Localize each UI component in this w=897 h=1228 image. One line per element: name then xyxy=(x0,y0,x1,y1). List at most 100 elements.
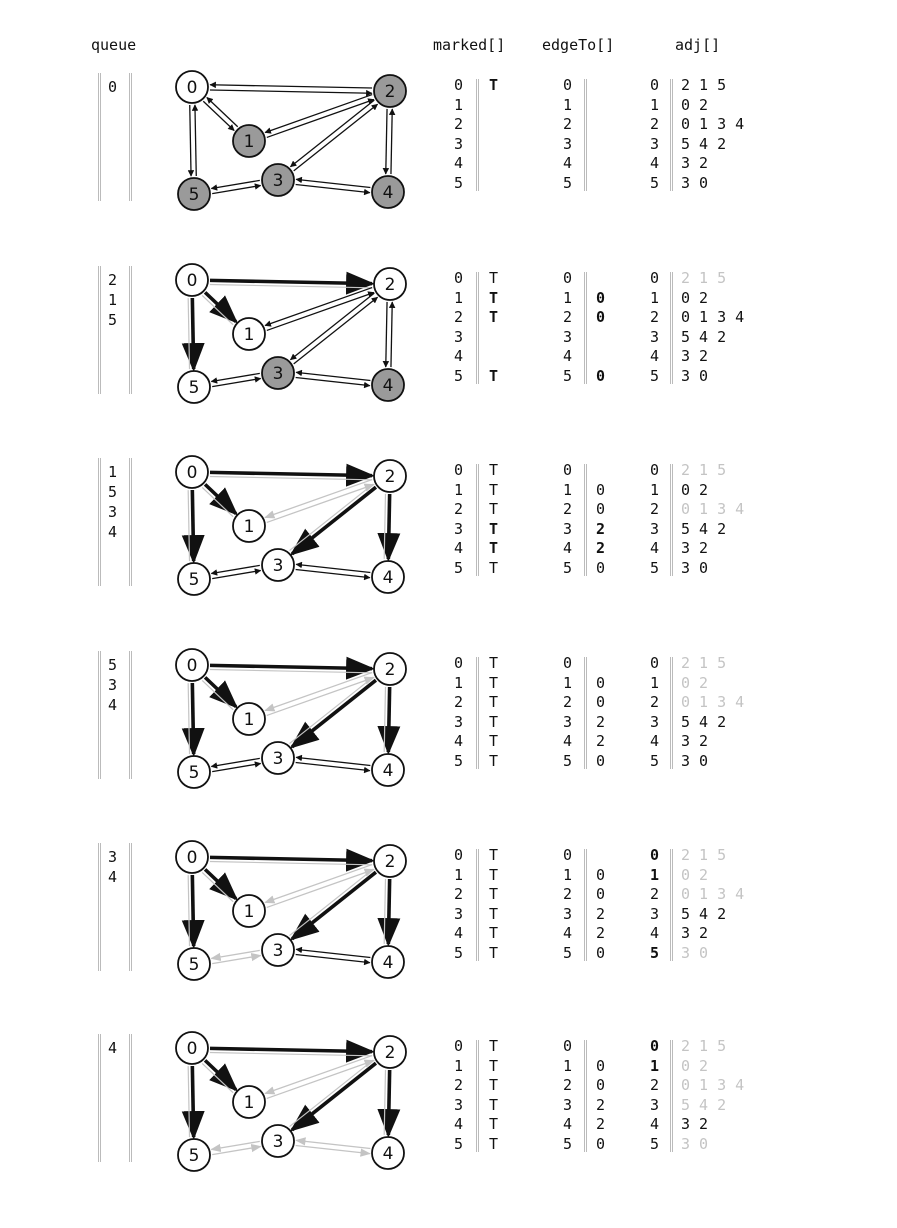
queue-entry: 5 xyxy=(108,483,118,501)
adj-list: 0 1 3 4 xyxy=(681,885,745,903)
row-index: 4 xyxy=(563,924,573,942)
row-index: 2 xyxy=(563,115,573,133)
node-label: 3 xyxy=(273,749,284,769)
row-index: 0 xyxy=(563,654,573,672)
row-index: 0 xyxy=(650,654,660,672)
adj-list: 0 2 xyxy=(681,288,709,307)
edge-reverse xyxy=(187,298,191,370)
marked-divider xyxy=(476,79,479,191)
node-label: 5 xyxy=(189,378,200,398)
adj-list: 0 1 3 4 xyxy=(681,308,745,326)
row-index: 0 xyxy=(650,269,660,287)
row-index: 0 xyxy=(454,1037,464,1055)
queue-entry: 4 xyxy=(108,1039,118,1057)
adj-divider xyxy=(670,464,673,576)
marked-col-value: T xyxy=(489,865,499,884)
edge-reverse xyxy=(209,1051,372,1057)
row-index: 3 xyxy=(454,134,464,153)
node-label: 2 xyxy=(385,275,396,295)
marked-col-value: T xyxy=(489,558,499,577)
tree-edge xyxy=(377,878,401,947)
edge xyxy=(264,1054,373,1095)
edge-reverse xyxy=(187,490,191,562)
row-index: 4 xyxy=(563,154,573,172)
row-index: 3 xyxy=(454,712,464,731)
marked-col-value: T xyxy=(489,846,499,864)
edge-reverse xyxy=(201,294,234,326)
marked-col-value: T xyxy=(489,654,499,672)
adj-divider xyxy=(670,849,673,961)
marked-divider xyxy=(476,849,479,961)
row-index: 4 xyxy=(563,732,573,750)
queue-entry: 4 xyxy=(108,868,118,886)
edge xyxy=(202,100,235,131)
marked-col-value: T xyxy=(489,366,499,385)
edgeto-col-value: 2 xyxy=(596,924,606,942)
adj-divider xyxy=(670,657,673,769)
graph-drawing: 0 1 2 3 4 5 xyxy=(175,1031,407,1172)
row-index: 5 xyxy=(454,558,464,577)
row-index: 5 xyxy=(650,943,660,962)
tree-edge xyxy=(209,1039,375,1063)
edgeto-col-value: 0 xyxy=(596,1076,606,1094)
row-index: 3 xyxy=(563,519,573,538)
row-index: 1 xyxy=(563,288,573,307)
graph-node: 5 xyxy=(177,370,211,404)
edge xyxy=(266,676,375,717)
marked-col-value xyxy=(489,96,498,116)
marked-divider xyxy=(476,272,479,384)
node-label: 0 xyxy=(187,656,198,676)
queue-entry: 5 xyxy=(108,656,118,674)
graph-node: 5 xyxy=(177,177,211,211)
marked-col-value: T xyxy=(489,1115,499,1133)
node-label: 3 xyxy=(273,1132,284,1152)
row-index: 5 xyxy=(563,943,573,962)
row-index: 3 xyxy=(650,712,660,731)
row-index: 1 xyxy=(650,288,660,307)
row-index: 4 xyxy=(650,1115,660,1133)
node-label: 3 xyxy=(273,171,284,191)
edgeto-divider xyxy=(584,849,587,961)
tree-edge xyxy=(209,271,375,295)
edge-reverse xyxy=(201,1062,234,1094)
row-index: 1 xyxy=(454,865,464,884)
edge xyxy=(295,176,371,189)
row-index: 2 xyxy=(650,308,660,326)
row-index: 2 xyxy=(563,693,573,711)
tree-edge xyxy=(209,463,375,487)
edgeto-col-value: 0 xyxy=(596,673,606,692)
node-label: 5 xyxy=(189,570,200,590)
tree-edge xyxy=(289,485,378,556)
marked-col-value: T xyxy=(489,539,499,557)
edge-reverse xyxy=(209,860,372,866)
row-index: 4 xyxy=(650,539,660,557)
row-index: 5 xyxy=(650,751,660,770)
edgeto-divider xyxy=(584,464,587,576)
marked-col-value: T xyxy=(489,1134,499,1153)
edge xyxy=(295,953,371,966)
row-index: 0 xyxy=(454,846,464,864)
row-index: 2 xyxy=(650,500,660,518)
edge xyxy=(295,561,371,574)
edge-reverse xyxy=(209,668,372,674)
graph-node: 2 xyxy=(373,74,407,108)
edgeto-col-value xyxy=(596,846,605,866)
tree-edge xyxy=(203,868,239,901)
tree-edge xyxy=(181,297,205,372)
node-label: 0 xyxy=(187,848,198,868)
edge xyxy=(212,183,262,195)
edge xyxy=(382,108,390,175)
marked-col-value: T xyxy=(489,943,499,962)
marked-divider xyxy=(476,657,479,769)
